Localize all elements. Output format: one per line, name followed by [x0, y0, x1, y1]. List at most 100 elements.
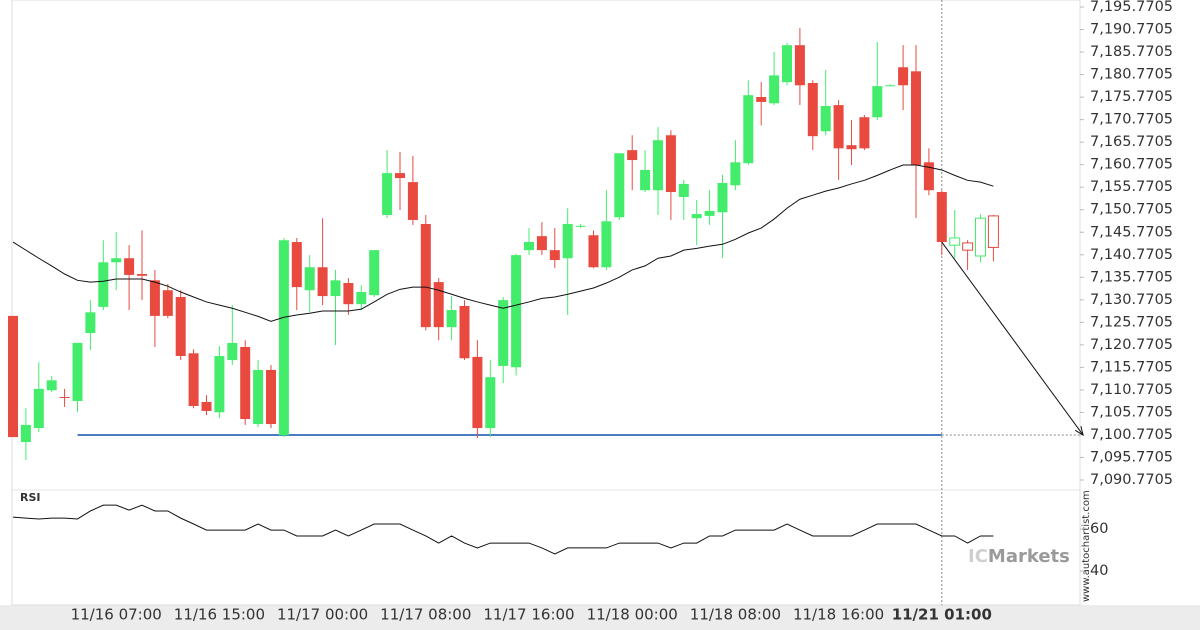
candle-body	[511, 255, 522, 368]
candle-body	[627, 150, 638, 161]
candle-body	[33, 388, 44, 429]
candle-body	[111, 258, 122, 263]
candle-body	[20, 424, 31, 443]
candle-body	[782, 45, 792, 83]
candle-body	[304, 267, 315, 291]
candle-body	[227, 342, 238, 361]
candle-body	[536, 236, 547, 251]
plot-border	[11, 0, 1081, 606]
candle-body	[678, 183, 689, 197]
x-tick-label: 11/18 08:00	[690, 606, 781, 624]
y-tick-label: 7,160.7705	[1090, 157, 1173, 173]
candle-body	[291, 242, 302, 288]
watermark: www.autochartist.com	[1081, 490, 1092, 602]
y-tick-label: 7,100.7705	[1090, 427, 1173, 443]
logo-name: Markets	[988, 546, 1070, 567]
candle-body	[833, 105, 844, 149]
candle-body	[498, 300, 509, 366]
candle-body	[549, 250, 560, 261]
candle-body	[240, 346, 251, 420]
candle-body	[137, 274, 147, 276]
rsi-tick-label: 60	[1090, 521, 1108, 537]
candle-body	[253, 369, 264, 425]
candle-body	[214, 355, 225, 413]
candle-body	[446, 310, 457, 328]
candle-body	[665, 135, 676, 193]
candle-body	[872, 86, 883, 118]
candle-body	[72, 342, 83, 402]
candle-body	[601, 221, 612, 268]
moving-average	[12, 164, 994, 322]
candle-body	[59, 396, 70, 398]
candle-body	[640, 169, 651, 191]
y-tick-label: 7,145.7705	[1090, 224, 1173, 240]
candle-body	[317, 267, 328, 297]
rsi-tick-label: 40	[1090, 563, 1108, 579]
candle-body	[124, 258, 135, 275]
candle-body	[962, 242, 974, 251]
candle-body	[859, 117, 870, 149]
candle-body	[407, 182, 418, 220]
rsi-line	[12, 504, 994, 555]
candle-body	[898, 67, 909, 86]
candle-body	[382, 173, 393, 215]
y-tick-label: 7,130.7705	[1090, 292, 1173, 308]
candle-body	[846, 145, 857, 150]
candle-body	[704, 210, 715, 216]
x-tick-label: 11/18 00:00	[587, 606, 678, 624]
candle-body	[524, 242, 534, 251]
candle-body	[356, 292, 367, 305]
x-tick-label: 11/17 00:00	[277, 606, 368, 624]
logo-prefix: IC	[968, 546, 988, 567]
candle-body	[717, 183, 728, 213]
candle-body	[162, 290, 173, 316]
candle-body	[653, 140, 663, 191]
candle-body	[614, 153, 625, 218]
candle-body	[987, 215, 999, 248]
candle-body	[266, 369, 276, 425]
y-tick-label: 7,195.7705	[1090, 0, 1173, 15]
candle-body	[923, 162, 934, 191]
candle-body	[936, 192, 947, 243]
y-tick-label: 7,175.7705	[1090, 89, 1173, 105]
x-tick-label: 11/16 15:00	[174, 606, 265, 624]
y-tick-label: 7,135.7705	[1090, 269, 1173, 285]
x-tick-label: 11/18 16:00	[793, 606, 884, 624]
candle-body	[730, 162, 741, 186]
y-tick-label: 7,140.7705	[1090, 247, 1173, 263]
x-tick-label: 11/17 16:00	[483, 606, 574, 624]
y-tick-label: 7,105.7705	[1090, 404, 1173, 420]
x-axis-band	[0, 605, 1200, 630]
y-tick-label: 7,170.7705	[1090, 112, 1173, 128]
y-tick-label: 7,095.7705	[1090, 449, 1173, 465]
candle-body	[485, 377, 496, 429]
y-tick-label: 7,190.7705	[1090, 22, 1173, 38]
y-tick-label: 7,180.7705	[1090, 67, 1173, 83]
y-tick-label: 7,115.7705	[1090, 359, 1173, 375]
candle-body	[885, 85, 896, 87]
forecast-arrow	[941, 241, 1084, 436]
candle-body	[149, 280, 160, 316]
candle-body	[420, 224, 431, 328]
candle-body	[369, 250, 380, 296]
candle-body	[588, 235, 599, 268]
candle-body	[98, 262, 109, 307]
arrow-head	[1075, 426, 1084, 436]
candle-body	[769, 75, 780, 104]
candle-body	[691, 214, 702, 219]
candle-body	[175, 296, 186, 356]
y-tick-label: 7,185.7705	[1090, 44, 1173, 60]
x-tick-label: 11/17 08:00	[380, 606, 471, 624]
candle-body	[330, 280, 341, 297]
candle-body	[201, 401, 212, 411]
candle-body	[85, 312, 96, 334]
y-tick-label: 7,120.7705	[1090, 337, 1173, 353]
candle-body	[820, 105, 831, 132]
candle-body	[562, 224, 573, 259]
y-tick-label: 7,110.7705	[1090, 382, 1173, 398]
y-tick-label: 7,090.7705	[1090, 472, 1173, 488]
candle-body	[794, 45, 805, 86]
candle-body	[949, 237, 961, 246]
candle-body	[975, 217, 986, 257]
